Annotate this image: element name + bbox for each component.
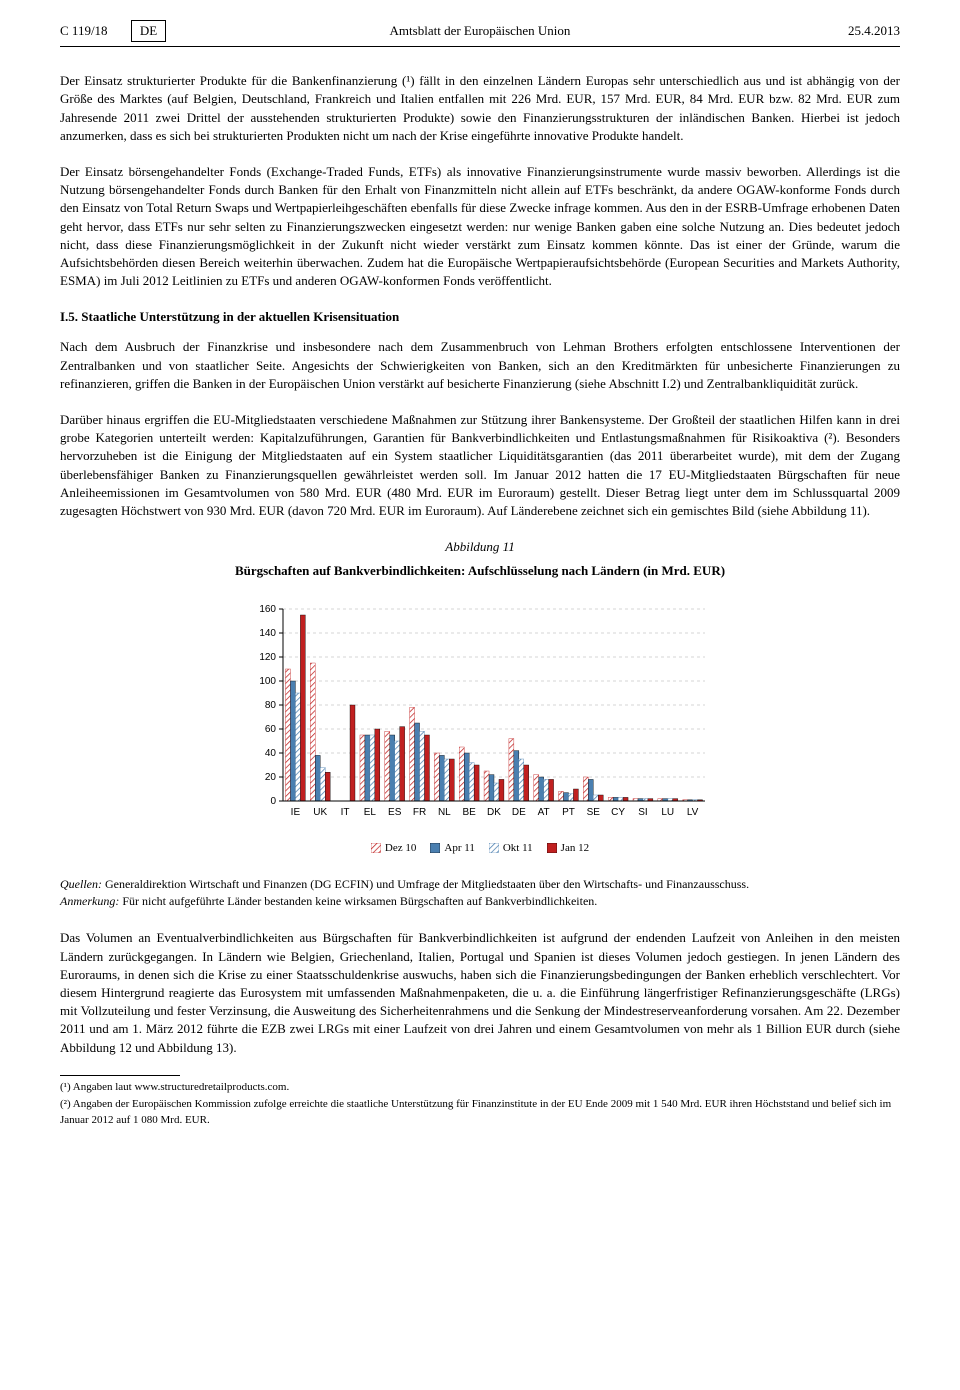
- svg-text:160: 160: [259, 604, 276, 615]
- svg-text:IT: IT: [341, 807, 350, 818]
- figure-title: Bürgschaften auf Bankverbindlichkeiten: …: [60, 562, 900, 580]
- svg-text:LU: LU: [661, 807, 674, 818]
- legend-label: Jan 12: [561, 841, 589, 856]
- svg-text:DE: DE: [512, 807, 526, 818]
- svg-text:120: 120: [259, 652, 276, 663]
- legend-label: Apr 11: [444, 841, 474, 856]
- svg-text:IE: IE: [291, 807, 301, 818]
- header-left: C 119/18 DE: [60, 20, 270, 42]
- paragraph-4: Darüber hinaus ergriffen die EU-Mitglied…: [60, 411, 900, 520]
- svg-text:140: 140: [259, 628, 276, 639]
- paragraph-1: Der Einsatz strukturierter Produkte für …: [60, 72, 900, 145]
- legend-item: Jan 12: [547, 841, 589, 856]
- footnote-separator: [60, 1075, 180, 1076]
- page-ref: C 119/18: [60, 23, 108, 38]
- figure-caption: Abbildung 11: [60, 538, 900, 556]
- footnote-1: (¹) Angaben laut www.structuredretailpro…: [60, 1080, 900, 1095]
- svg-text:UK: UK: [313, 807, 327, 818]
- legend-item: Apr 11: [430, 841, 474, 856]
- legend-item: Dez 10: [371, 841, 416, 856]
- page-footnotes: (¹) Angaben laut www.structuredretailpro…: [60, 1080, 900, 1128]
- svg-text:NL: NL: [438, 807, 451, 818]
- footnote-2: (²) Angaben der Europäischen Kommission …: [60, 1097, 900, 1128]
- svg-text:LV: LV: [687, 807, 699, 818]
- legend-label: Dez 10: [385, 841, 416, 856]
- legend-label: Okt 11: [503, 841, 533, 856]
- svg-text:SE: SE: [587, 807, 601, 818]
- svg-text:BE: BE: [463, 807, 477, 818]
- svg-text:DK: DK: [487, 807, 501, 818]
- svg-text:SI: SI: [638, 807, 647, 818]
- note-text: Für nicht aufgeführte Länder bestanden k…: [119, 894, 597, 908]
- language-box: DE: [131, 20, 166, 42]
- paragraph-2: Der Einsatz börsengehandelter Fonds (Exc…: [60, 163, 900, 290]
- svg-text:20: 20: [265, 772, 277, 783]
- svg-text:FR: FR: [413, 807, 426, 818]
- bar-chart: 0 20 40 60 80 100 120 140 160 IE UK IT EL ES FR NL BE DK D…: [245, 599, 715, 829]
- page-header: C 119/18 DE Amtsblatt der Europäischen U…: [60, 20, 900, 47]
- source-text: Generaldirektion Wirtschaft und Finanzen…: [102, 877, 749, 891]
- svg-text:80: 80: [265, 700, 277, 711]
- section-heading: I.5. Staatliche Unterstützung in der akt…: [60, 308, 900, 326]
- chart-legend: Dez 10 Apr 11 Okt 11 Jan 12: [60, 841, 900, 856]
- svg-text:AT: AT: [538, 807, 550, 818]
- svg-text:PT: PT: [562, 807, 575, 818]
- svg-text:100: 100: [259, 676, 276, 687]
- svg-text:0: 0: [270, 796, 276, 807]
- note-label: Anmerkung:: [60, 894, 119, 908]
- svg-text:CY: CY: [611, 807, 625, 818]
- header-date: 25.4.2013: [690, 22, 900, 40]
- journal-title: Amtsblatt der Europäischen Union: [270, 22, 690, 40]
- paragraph-5: Das Volumen an Eventualverbindlichkeiten…: [60, 929, 900, 1056]
- paragraph-3: Nach dem Ausbruch der Finanzkrise und in…: [60, 338, 900, 393]
- svg-text:40: 40: [265, 748, 277, 759]
- svg-text:EL: EL: [364, 807, 377, 818]
- source-note: Quellen: Generaldirektion Wirtschaft und…: [60, 876, 900, 910]
- svg-text:ES: ES: [388, 807, 402, 818]
- legend-item: Okt 11: [489, 841, 533, 856]
- chart-container: 0 20 40 60 80 100 120 140 160 IE UK IT EL ES FR NL BE DK D…: [60, 599, 900, 829]
- svg-text:60: 60: [265, 724, 277, 735]
- source-label: Quellen:: [60, 877, 102, 891]
